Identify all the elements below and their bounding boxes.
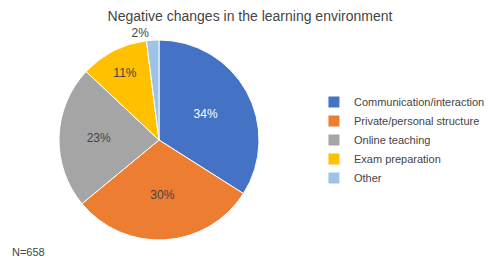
svg-text:Other: Other: [354, 172, 382, 184]
svg-text:N=658: N=658: [12, 246, 45, 258]
svg-text:Private/personal structure: Private/personal structure: [354, 115, 479, 127]
svg-text:Communication/interaction: Communication/interaction: [354, 96, 484, 108]
svg-text:34%: 34%: [194, 107, 218, 121]
svg-text:2%: 2%: [132, 26, 150, 40]
svg-text:23%: 23%: [87, 131, 111, 145]
svg-text:11%: 11%: [113, 66, 136, 80]
svg-text:Exam preparation: Exam preparation: [354, 153, 441, 165]
svg-text:Online teaching: Online teaching: [354, 134, 430, 146]
svg-text:Negative changes in the learni: Negative changes in the learning environ…: [108, 8, 393, 24]
svg-text:30%: 30%: [150, 188, 174, 202]
